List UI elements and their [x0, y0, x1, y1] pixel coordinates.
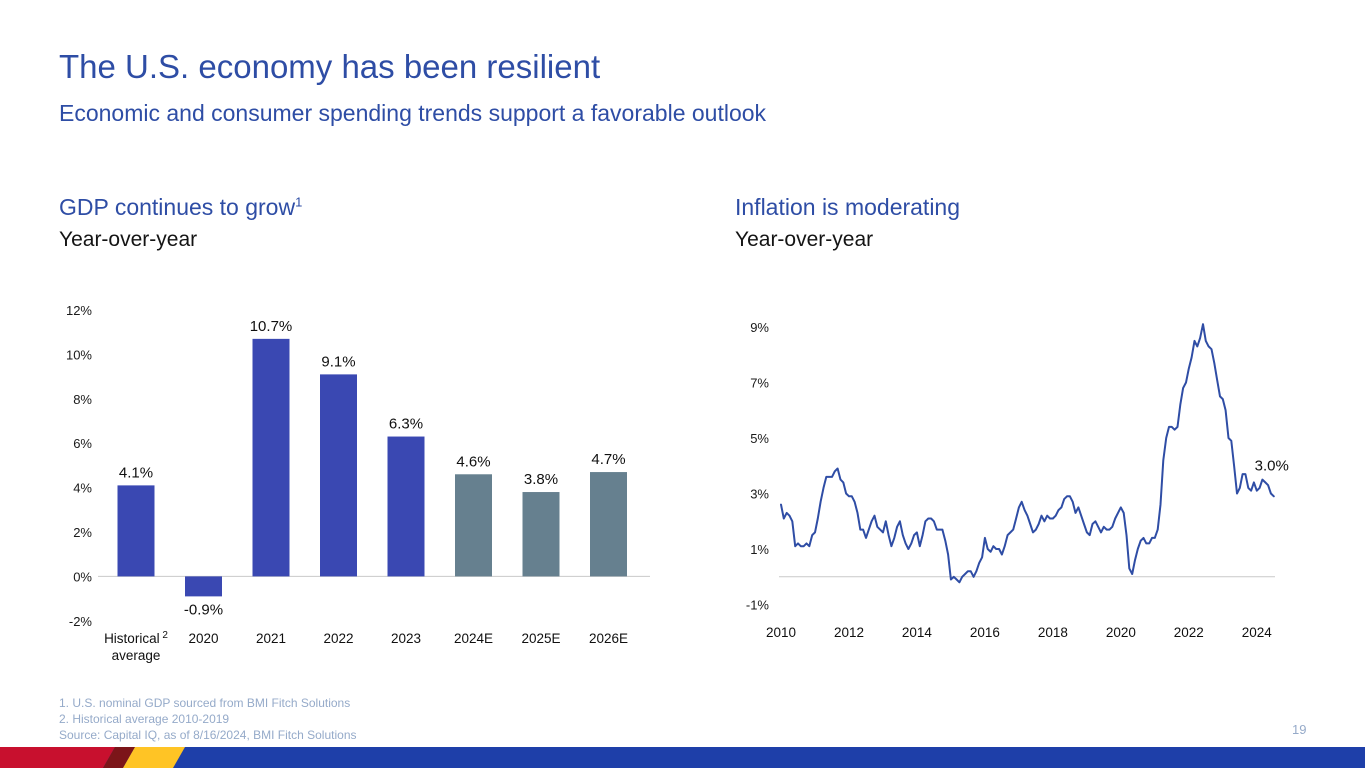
svg-text:2021: 2021: [256, 631, 286, 646]
svg-text:8%: 8%: [73, 392, 92, 407]
svg-text:9%: 9%: [750, 320, 769, 335]
slide-title: The U.S. economy has been resilient: [59, 48, 601, 85]
svg-text:7%: 7%: [750, 376, 769, 391]
svg-text:4.7%: 4.7%: [591, 451, 625, 468]
svg-text:2020: 2020: [188, 631, 218, 646]
svg-text:9.1%: 9.1%: [321, 353, 355, 370]
svg-text:2014: 2014: [902, 625, 933, 640]
footnotes: 1. U.S. nominal GDP sourced from BMI Fit…: [59, 695, 357, 743]
inflation-section-subheading: Year-over-year: [735, 228, 874, 251]
svg-text:-0.9%: -0.9%: [184, 601, 223, 618]
svg-text:2010: 2010: [766, 625, 796, 640]
inflation-section-heading: Inflation is moderating: [735, 194, 961, 220]
slide-subtitle: Economic and consumer spending trends su…: [59, 100, 767, 126]
svg-text:0%: 0%: [73, 569, 92, 584]
svg-text:2024: 2024: [1242, 625, 1273, 640]
svg-text:2%: 2%: [73, 525, 92, 540]
svg-text:2012: 2012: [834, 625, 864, 640]
svg-text:2025E: 2025E: [521, 631, 560, 646]
page-number: 19: [1292, 722, 1307, 737]
svg-text:2022: 2022: [323, 631, 353, 646]
svg-text:1%: 1%: [750, 542, 769, 557]
svg-text:-1%: -1%: [746, 598, 770, 613]
svg-text:2022: 2022: [1174, 625, 1204, 640]
svg-text:10.7%: 10.7%: [250, 318, 293, 335]
gdp-heading-footnote-marker: 1: [295, 194, 303, 210]
svg-text:2024E: 2024E: [454, 631, 493, 646]
footer-brand-bar: [0, 747, 1365, 768]
svg-text:10%: 10%: [66, 347, 92, 362]
svg-text:2018: 2018: [1038, 625, 1068, 640]
svg-text:2026E: 2026E: [589, 631, 628, 646]
svg-text:2023: 2023: [391, 631, 421, 646]
footnote-1: 1. U.S. nominal GDP sourced from BMI Fit…: [59, 696, 351, 710]
svg-text:6.3%: 6.3%: [389, 416, 423, 433]
svg-text:3.0%: 3.0%: [1255, 457, 1289, 474]
source-note: Source: Capital IQ, as of 8/16/2024, BMI…: [59, 728, 357, 742]
svg-text:average: average: [112, 648, 161, 663]
inflation-chart-svg: 9% 7% 5% 3% 1% -1% 2010 2012 2014 2016 2018 2020 202…: [746, 320, 1289, 640]
footnote-2: 2. Historical average 2010-2019: [59, 712, 230, 726]
svg-text:6%: 6%: [73, 436, 92, 451]
brand-stripes-svg: [0, 747, 185, 768]
gdp-section-subheading: Year-over-year: [59, 228, 198, 251]
svg-text:Historical 2: Historical 2: [104, 630, 168, 646]
svg-text:4%: 4%: [73, 481, 92, 496]
gdp-section-heading: GDP continues to grow1: [59, 194, 302, 221]
svg-text:2020: 2020: [1106, 625, 1136, 640]
svg-text:2016: 2016: [970, 625, 1000, 640]
svg-text:-2%: -2%: [69, 614, 93, 629]
gdp-chart-svg: 12% 10% 8% 6% 4% 2% 0% -2% 4.1% Historical 2 avera…: [66, 303, 650, 663]
svg-text:5%: 5%: [750, 431, 769, 446]
svg-text:3%: 3%: [750, 487, 769, 502]
svg-text:3.8%: 3.8%: [524, 471, 558, 488]
gdp-heading-text: GDP continues to grow: [59, 194, 296, 220]
svg-text:12%: 12%: [66, 303, 92, 318]
svg-text:4.1%: 4.1%: [119, 464, 153, 481]
svg-text:4.6%: 4.6%: [456, 453, 490, 470]
